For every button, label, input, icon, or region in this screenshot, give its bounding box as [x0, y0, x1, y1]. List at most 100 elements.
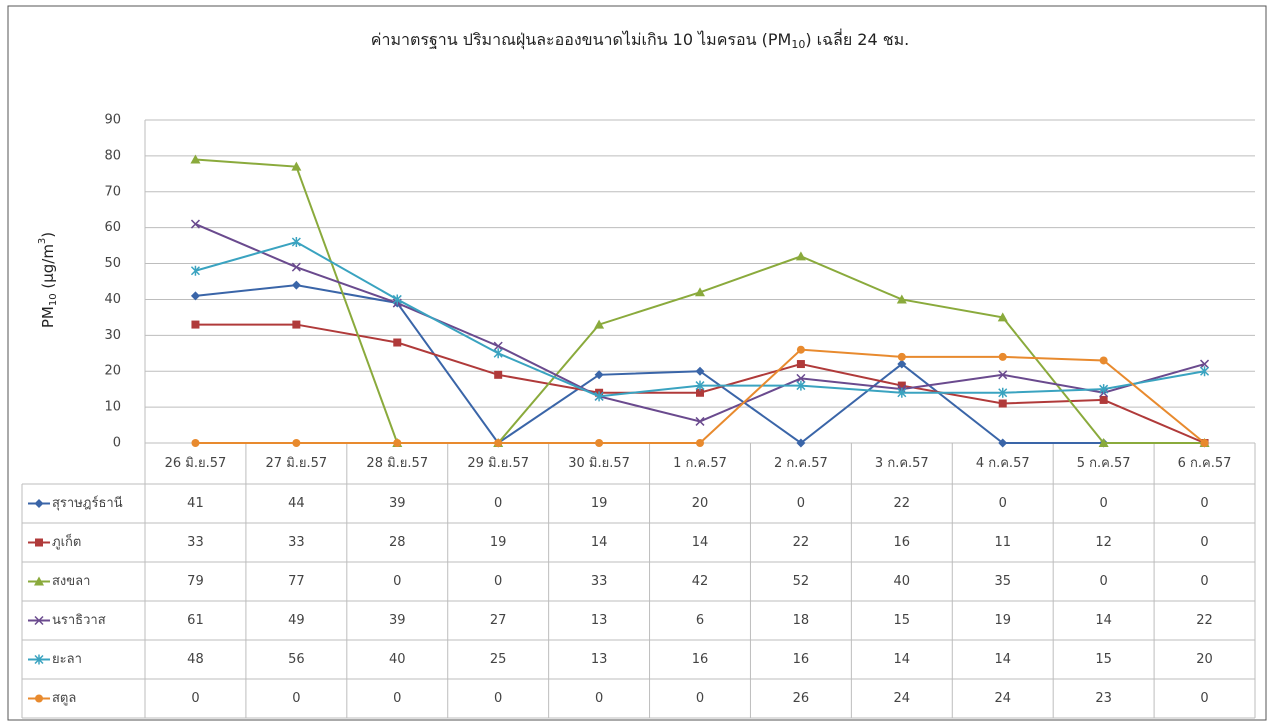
- legend-marker: [34, 615, 44, 626]
- legend-label: สตูล: [52, 691, 76, 706]
- table-value: 0: [1200, 496, 1208, 511]
- table-value: 0: [1200, 535, 1208, 550]
- legend-label: สงขลา: [52, 574, 90, 589]
- table-value: 0: [595, 691, 603, 706]
- y-tick-label: 50: [104, 256, 121, 271]
- x-tick-label: 26 มิ.ย.57: [165, 456, 227, 471]
- table-value: 15: [894, 613, 911, 628]
- table-value: 61: [187, 613, 204, 628]
- table-value: 26: [793, 691, 810, 706]
- table-value: 27: [490, 613, 507, 628]
- table-value: 39: [389, 613, 406, 628]
- table-value: 0: [494, 691, 502, 706]
- table-value: 22: [894, 496, 911, 511]
- y-tick-label: 40: [104, 292, 121, 307]
- marker: [796, 438, 806, 448]
- legend-marker: [34, 654, 44, 665]
- marker: [1099, 356, 1108, 365]
- table-value: 0: [696, 691, 704, 706]
- table-value: 28: [389, 535, 406, 550]
- y-axis-label: PM10 (µg/m3): [37, 232, 59, 328]
- chart-title: ค่ามาตรฐาน ปริมาณฝุ่นละอองขนาดไม่เกิน 10…: [371, 28, 910, 52]
- table-value: 44: [288, 496, 305, 511]
- table-value: 11: [994, 535, 1011, 550]
- table-value: 0: [393, 574, 401, 589]
- marker: [392, 294, 402, 305]
- legend-label: ยะลา: [52, 652, 82, 667]
- table-value: 79: [187, 574, 204, 589]
- marker: [190, 265, 200, 276]
- marker: [696, 388, 704, 397]
- table-value: 0: [797, 496, 805, 511]
- marker: [190, 291, 200, 301]
- table-value: 0: [494, 496, 502, 511]
- legend-marker: [35, 538, 43, 547]
- marker: [998, 352, 1007, 361]
- y-tick-label: 10: [104, 400, 121, 415]
- table-value: 0: [1200, 691, 1208, 706]
- x-tick-label: 6 ก.ค.57: [1178, 456, 1232, 471]
- legend-label: ภูเก็ต: [52, 532, 81, 550]
- marker: [494, 439, 503, 447]
- legend-marker: [34, 576, 44, 586]
- marker: [796, 360, 805, 369]
- marker: [393, 338, 402, 347]
- table-value: 39: [389, 496, 406, 511]
- marker: [998, 387, 1008, 398]
- table-value: 20: [692, 496, 709, 511]
- table-value: 22: [1196, 613, 1213, 628]
- y-tick-label: 80: [104, 148, 121, 163]
- table-value: 35: [994, 574, 1011, 589]
- marker: [1098, 438, 1109, 447]
- marker: [595, 439, 604, 447]
- table-value: 14: [591, 535, 608, 550]
- table-value: 52: [793, 574, 810, 589]
- marker: [493, 341, 503, 351]
- table-value: 19: [490, 535, 507, 550]
- legend-marker: [34, 499, 44, 508]
- table-value: 14: [692, 535, 709, 550]
- x-tick-label: 27 มิ.ย.57: [266, 456, 328, 471]
- marker: [897, 359, 907, 369]
- legend-label: นราธิวาส: [52, 613, 106, 628]
- marker: [1200, 366, 1210, 377]
- marker: [191, 320, 200, 329]
- table-value: 14: [894, 652, 911, 667]
- table-value: 13: [591, 652, 608, 667]
- table-value: 49: [288, 613, 305, 628]
- marker: [796, 373, 806, 383]
- y-tick-label: 20: [104, 364, 121, 379]
- y-label-sup: 3: [37, 238, 48, 244]
- marker: [896, 294, 907, 304]
- table-value: 22: [793, 535, 810, 550]
- table-value: 0: [999, 496, 1007, 511]
- table-value: 0: [494, 574, 502, 589]
- table-value: 0: [1099, 496, 1107, 511]
- marker: [795, 251, 806, 261]
- y-tick-label: 30: [104, 328, 121, 343]
- y-tick-label: 90: [104, 113, 121, 128]
- table-value: 41: [187, 496, 204, 511]
- marker: [796, 345, 805, 354]
- table-value: 40: [894, 574, 911, 589]
- table-value: 25: [490, 652, 507, 667]
- table-value: 6: [696, 613, 704, 628]
- marker: [191, 439, 200, 447]
- table-value: 33: [187, 535, 204, 550]
- marker: [695, 366, 705, 376]
- marker: [494, 370, 503, 379]
- marker: [696, 439, 704, 447]
- x-tick-label: 1 ก.ค.57: [673, 456, 727, 471]
- table-value: 12: [1095, 535, 1112, 550]
- marker: [897, 352, 906, 361]
- table-value: 19: [994, 613, 1011, 628]
- table-value: 0: [393, 691, 401, 706]
- marker: [695, 380, 705, 391]
- legend-label: สุราษฎร์ธานี: [52, 495, 123, 511]
- marker: [796, 380, 806, 391]
- y-label-part: ): [39, 232, 57, 238]
- table-value: 24: [994, 691, 1011, 706]
- marker: [998, 370, 1008, 380]
- marker: [291, 237, 301, 248]
- x-tick-label: 30 มิ.ย.57: [568, 456, 630, 471]
